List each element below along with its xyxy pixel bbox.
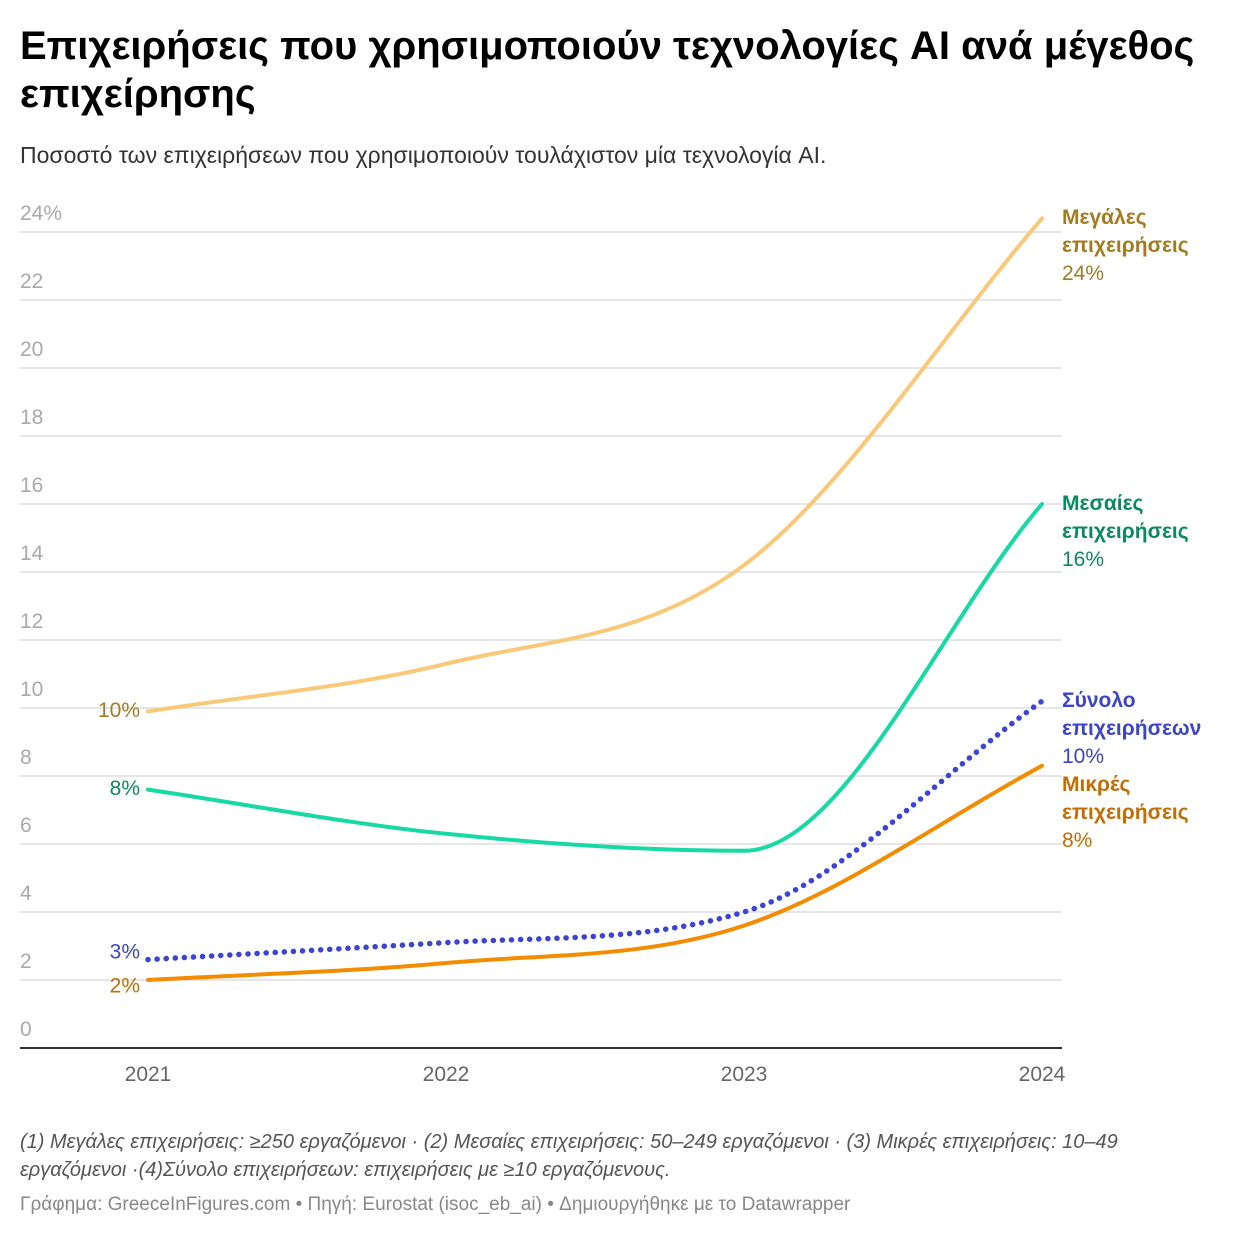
y-tick-label: 18 [20,406,43,429]
chart-title: Επιχειρήσεις που χρησιμοποιούν τεχνολογί… [20,24,1195,116]
x-tick-label: 2023 [721,1063,768,1086]
y-tick-label: 22 [20,270,43,293]
series-line [146,216,1044,714]
y-tick-label: 14 [20,542,44,565]
end-value-label: 16% [1062,548,1105,571]
series-line [146,763,1044,982]
y-tick-label: 0 [20,1018,32,1041]
y-tick-label: 20 [20,338,43,361]
series-end-label: Μεσαίες επιχειρήσεις 16% [1062,490,1237,574]
start-value-label: 3% [110,940,140,963]
x-tick-label: 2022 [423,1063,470,1086]
legend-entry: Μικρές επιχειρήσεις [1062,773,1189,825]
end-value-label: 24% [1062,262,1105,286]
x-tick-label: 2021 [125,1063,172,1086]
x-tick-label: 2024 [1019,1063,1066,1086]
credit: Γράφημα: GreeceInFigures.com • Πηγή: Eur… [20,1194,851,1215]
y-tick-label: 16 [20,474,43,497]
series-end-label: Μικρές επιχειρήσεις 8% [1062,771,1237,855]
y-tick-label: 12 [20,610,43,633]
start-value-label: 2% [110,974,140,997]
start-value-label: 8% [110,777,140,800]
y-tick-label: 4 [20,882,32,905]
y-tick-label: 6 [20,814,32,837]
footnote: (1) Μεγάλες επιχειρήσεις: ≥250 εργαζόμεν… [20,1131,1118,1181]
series-end-label: Σύνολο επιχειρήσεων 10% [1062,687,1237,771]
y-tick-label: 24% [20,202,62,225]
end-value-label: 10% [1062,745,1105,769]
legend-entry: Μεσαίες επιχειρήσεις [1062,492,1189,543]
start-value-label: 10% [98,699,140,722]
y-tick-label: 8 [20,746,32,769]
y-tick-label: 10 [20,678,43,701]
y-tick-label: 2 [20,950,32,973]
end-value-label: 8% [1062,829,1093,853]
series-end-label: Μεγάλες επιχειρήσεις 24% [1062,204,1237,288]
chart-subtitle: Ποσοστό των επιχειρήσεων που χρησιμοποιο… [20,142,827,168]
series-line [146,502,1044,853]
series-line [145,698,1045,963]
legend-entry: Μεγάλες επιχειρήσεις [1062,206,1189,258]
legend-entry: Σύνολο επιχειρήσεων [1062,689,1202,741]
